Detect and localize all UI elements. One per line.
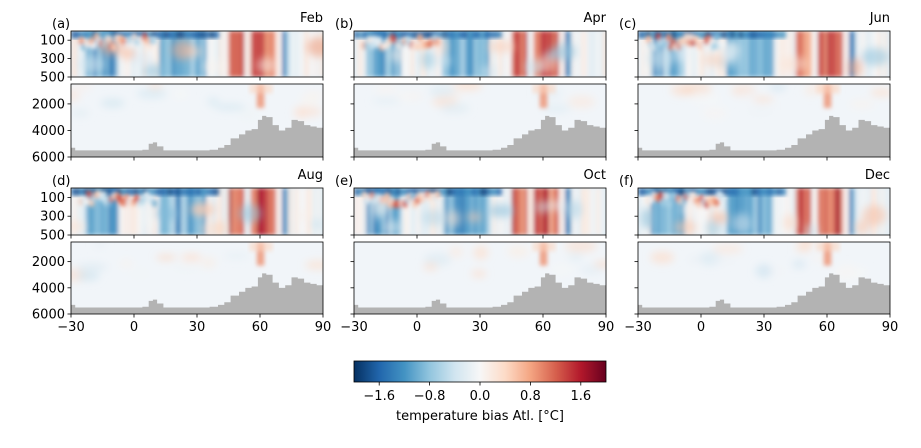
x-tick-label: 60 <box>819 320 836 335</box>
panel-label: (e) <box>335 174 353 189</box>
x-tick-label: 60 <box>535 320 552 335</box>
panel-month: Apr <box>584 11 607 26</box>
bathymetry <box>71 273 323 314</box>
lower-heatmap <box>638 242 890 314</box>
panel-oct: −30 0 30 60 90 (e) Oct <box>335 168 614 335</box>
colorbar-gradient <box>353 360 607 383</box>
panel-jun: (c) Jun <box>619 11 891 161</box>
y-upper-tick-label: 100 <box>40 191 65 206</box>
panel-apr: (b) Apr <box>335 11 607 161</box>
colorbar-tick-label: 1.6 <box>570 389 591 404</box>
x-tick-label: 90 <box>598 320 615 335</box>
x-tick-label: −30 <box>340 320 367 335</box>
panel-month: Oct <box>584 168 606 183</box>
y-ticks: 100 300 500 2000 4000 6000 <box>32 34 71 166</box>
x-tick-label: 30 <box>756 320 773 335</box>
x-ticks <box>70 77 324 161</box>
x-ticks <box>637 77 891 161</box>
y-ticks <box>634 39 638 158</box>
panel-dec: −30 0 30 60 90 (f) Dec <box>619 168 898 335</box>
colorbar-ticks: −1.6 −0.8 0.0 0.8 1.6 <box>363 382 591 404</box>
y-ticks: 100 300 500 2000 4000 6000 <box>32 191 71 323</box>
panel-label: (c) <box>619 17 636 32</box>
y-lower-tick-label: 6000 <box>32 151 65 166</box>
x-tick-label: 90 <box>315 320 332 335</box>
x-tick-label: 0 <box>413 320 421 335</box>
lower-heatmap <box>71 84 323 157</box>
panel-month: Dec <box>865 168 890 183</box>
y-ticks <box>634 196 638 315</box>
colorbar-tick-label: −0.8 <box>414 389 446 404</box>
y-lower-tick-label: 4000 <box>32 281 65 296</box>
lower-heatmap <box>638 84 890 157</box>
panel-month: Aug <box>298 168 323 183</box>
panel-feb: 100 300 500 2000 4000 6000 (a) Feb <box>32 11 324 166</box>
x-ticks: −30 0 30 60 90 <box>624 235 898 335</box>
colorbar-label: temperature bias Atl. [°C] <box>396 409 564 424</box>
panel-month: Jun <box>869 11 890 26</box>
x-tick-label: −30 <box>624 320 651 335</box>
y-upper-tick-label: 500 <box>40 71 65 86</box>
y-ticks <box>350 196 354 315</box>
lower-heatmap <box>71 242 323 314</box>
upper-heatmap <box>354 31 606 77</box>
bathymetry <box>354 273 606 314</box>
x-tick-label: 90 <box>882 320 899 335</box>
upper-heatmap <box>71 31 323 77</box>
panel-month: Feb <box>300 11 323 26</box>
bathymetry <box>638 273 890 314</box>
x-tick-label: 30 <box>472 320 489 335</box>
x-ticks <box>353 77 607 161</box>
panel-label: (d) <box>52 174 70 189</box>
y-ticks <box>350 39 354 158</box>
x-tick-label: 0 <box>130 320 138 335</box>
y-upper-tick-label: 300 <box>40 210 65 225</box>
x-ticks: −30 0 30 60 90 <box>57 235 331 335</box>
panel-aug: −30 0 30 60 90 100 300 500 2000 4000 6000 (d) Aug <box>32 168 331 335</box>
x-tick-label: 60 <box>252 320 269 335</box>
lower-heatmap <box>354 84 606 157</box>
x-tick-label: −30 <box>57 320 84 335</box>
colorbar-tick-label: 0.8 <box>520 389 541 404</box>
panel-label: (a) <box>52 17 70 32</box>
panel-label: (b) <box>335 17 353 32</box>
y-upper-tick-label: 300 <box>40 52 65 67</box>
upper-heatmap <box>638 188 890 235</box>
bathymetry <box>71 115 323 157</box>
panel-label: (f) <box>619 174 634 189</box>
y-lower-tick-label: 2000 <box>32 255 65 270</box>
lower-heatmap <box>354 242 606 314</box>
x-tick-label: 30 <box>189 320 206 335</box>
x-ticks: −30 0 30 60 90 <box>340 235 614 335</box>
upper-heatmap <box>71 188 323 235</box>
colorbar-tick-label: −1.6 <box>363 389 395 404</box>
bathymetry <box>638 115 890 157</box>
upper-heatmap <box>638 31 890 77</box>
x-tick-label: 0 <box>697 320 705 335</box>
y-lower-tick-label: 6000 <box>32 308 65 323</box>
y-lower-tick-label: 2000 <box>32 97 65 112</box>
y-upper-tick-label: 100 <box>40 34 65 49</box>
y-lower-tick-label: 4000 <box>32 124 65 139</box>
upper-heatmap <box>354 188 606 235</box>
bathymetry <box>354 115 606 157</box>
colorbar: −1.6 −0.8 0.0 0.8 1.6 temperature bias Atl. … <box>353 360 607 424</box>
colorbar-tick-label: 0.0 <box>470 389 491 404</box>
y-upper-tick-label: 500 <box>40 229 65 244</box>
